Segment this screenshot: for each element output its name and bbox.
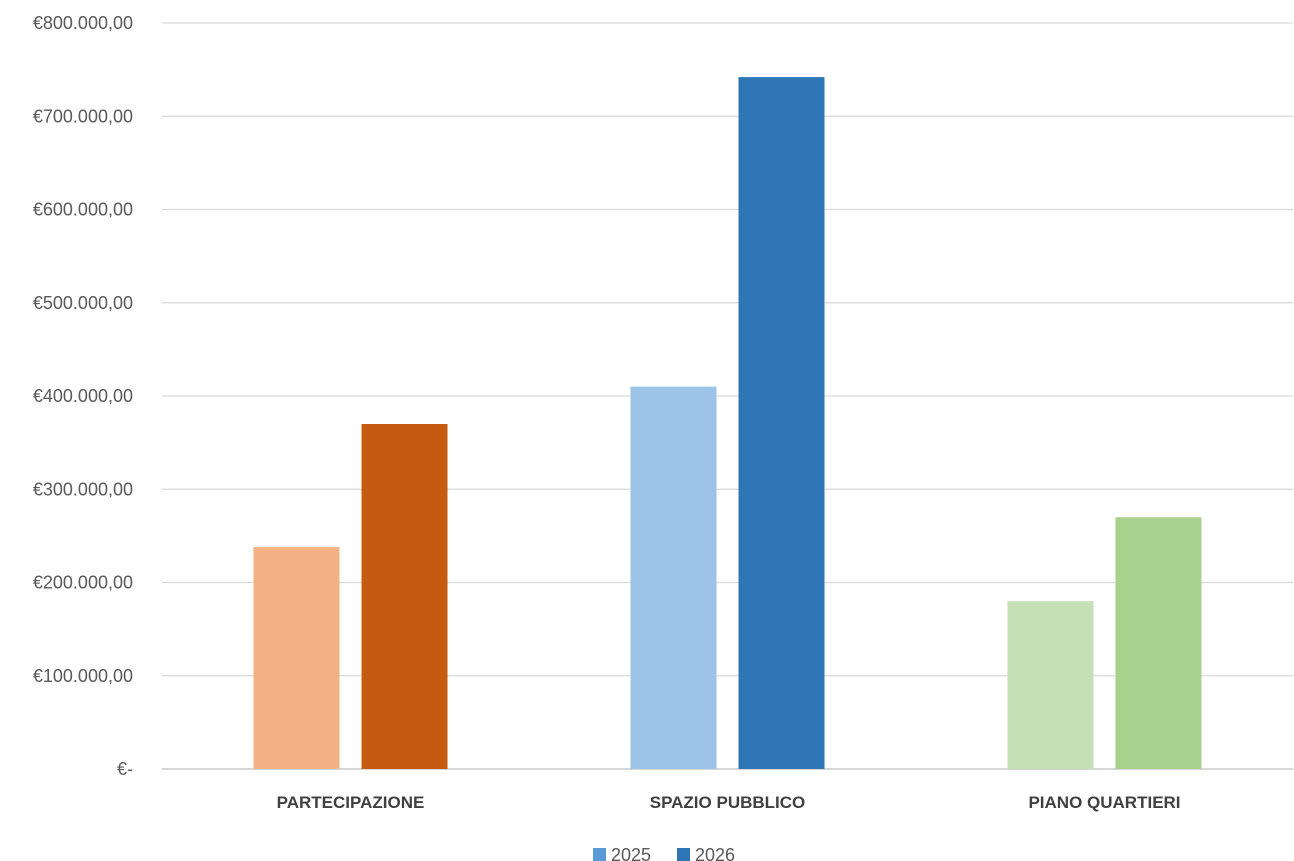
legend-label-2026: 2026: [695, 845, 735, 861]
x-category-label: PIANO QUARTIERI: [1028, 793, 1180, 812]
gridlines: [162, 22, 1293, 770]
bar-2026-piano-quartieri: [1115, 517, 1202, 769]
bars: [253, 77, 1202, 769]
x-axis-category-labels: PARTECIPAZIONE SPAZIO PUBBLICO PIANO QUART…: [277, 793, 1181, 812]
bar-2025-partecipazione: [253, 547, 340, 769]
x-category-label: PARTECIPAZIONE: [277, 793, 425, 812]
bar-2025-spazio-pubblico: [630, 386, 717, 769]
x-category-label: SPAZIO PUBBLICO: [650, 793, 806, 812]
y-axis-tick-labels: €- €100.000,00 €200.000,00 €300.000,00 €400.…: [33, 13, 133, 779]
bar-2026-spazio-pubblico: [738, 77, 825, 769]
legend-swatch-2025: [593, 848, 606, 861]
y-tick-label: €800.000,00: [33, 13, 133, 33]
legend-label-2025: 2025: [611, 845, 651, 861]
bar-2025-piano-quartieri: [1007, 601, 1094, 769]
y-tick-label: €600.000,00: [33, 200, 133, 220]
y-tick-label: €-: [117, 759, 133, 779]
y-tick-label: €100.000,00: [33, 666, 133, 686]
legend-swatch-2026: [677, 848, 690, 861]
y-tick-label: €300.000,00: [33, 479, 133, 499]
bar-2026-partecipazione: [361, 423, 448, 769]
y-tick-label: €500.000,00: [33, 293, 133, 313]
y-tick-label: €700.000,00: [33, 106, 133, 126]
legend: 2025 2026: [593, 845, 735, 861]
y-tick-label: €200.000,00: [33, 573, 133, 593]
y-tick-label: €400.000,00: [33, 386, 133, 406]
